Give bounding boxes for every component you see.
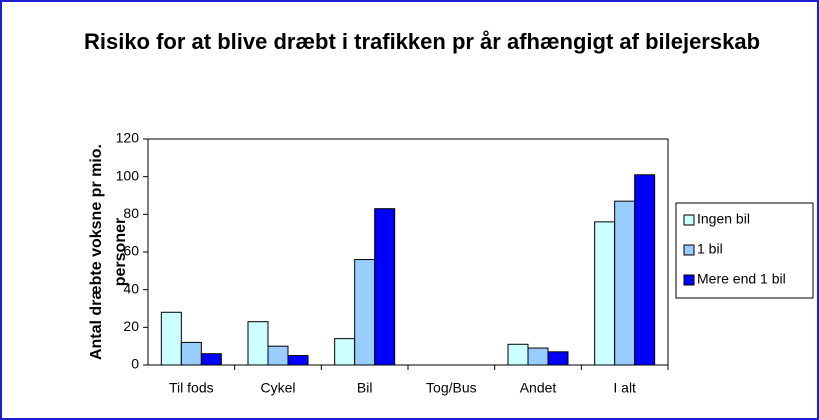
x-tick-label: Andet bbox=[520, 380, 557, 396]
bar bbox=[160, 311, 182, 366]
bar bbox=[374, 208, 396, 366]
legend-label: 1 bil bbox=[697, 241, 723, 257]
x-tick-label: I alt bbox=[613, 380, 636, 396]
bar bbox=[594, 221, 616, 366]
bar bbox=[354, 259, 376, 366]
y-tick-label: 20 bbox=[123, 318, 139, 334]
bar bbox=[334, 338, 356, 366]
bar bbox=[527, 347, 549, 366]
bar bbox=[180, 341, 202, 366]
bar bbox=[547, 351, 569, 366]
x-tick-label: Tog/Bus bbox=[426, 380, 477, 396]
bar bbox=[507, 343, 529, 366]
legend-swatch bbox=[683, 244, 695, 256]
bar bbox=[634, 174, 656, 366]
legend-label: Mere end 1 bil bbox=[697, 271, 786, 287]
legend-swatch bbox=[683, 214, 695, 226]
legend-label: Ingen bil bbox=[697, 211, 750, 227]
y-tick-label: 0 bbox=[131, 356, 139, 372]
y-tick-label: 40 bbox=[123, 280, 139, 296]
bar bbox=[267, 345, 289, 366]
legend-swatch bbox=[683, 274, 695, 286]
chart-title: Risiko for at blive dræbt i trafikken pr… bbox=[83, 29, 761, 54]
bar bbox=[614, 200, 636, 366]
y-tick-label: 120 bbox=[116, 130, 140, 146]
x-tick-label: Til fods bbox=[169, 380, 214, 396]
bar bbox=[200, 353, 222, 366]
x-tick-label: Cykel bbox=[260, 380, 295, 396]
plot-area bbox=[147, 138, 669, 366]
y-tick-label: 60 bbox=[123, 243, 139, 259]
x-tick-label: Bil bbox=[357, 380, 373, 396]
bar bbox=[287, 355, 309, 366]
bar bbox=[247, 321, 269, 366]
y-tick-label: 100 bbox=[116, 167, 140, 183]
legend-box bbox=[675, 202, 814, 299]
y-tick-label: 80 bbox=[123, 205, 139, 221]
